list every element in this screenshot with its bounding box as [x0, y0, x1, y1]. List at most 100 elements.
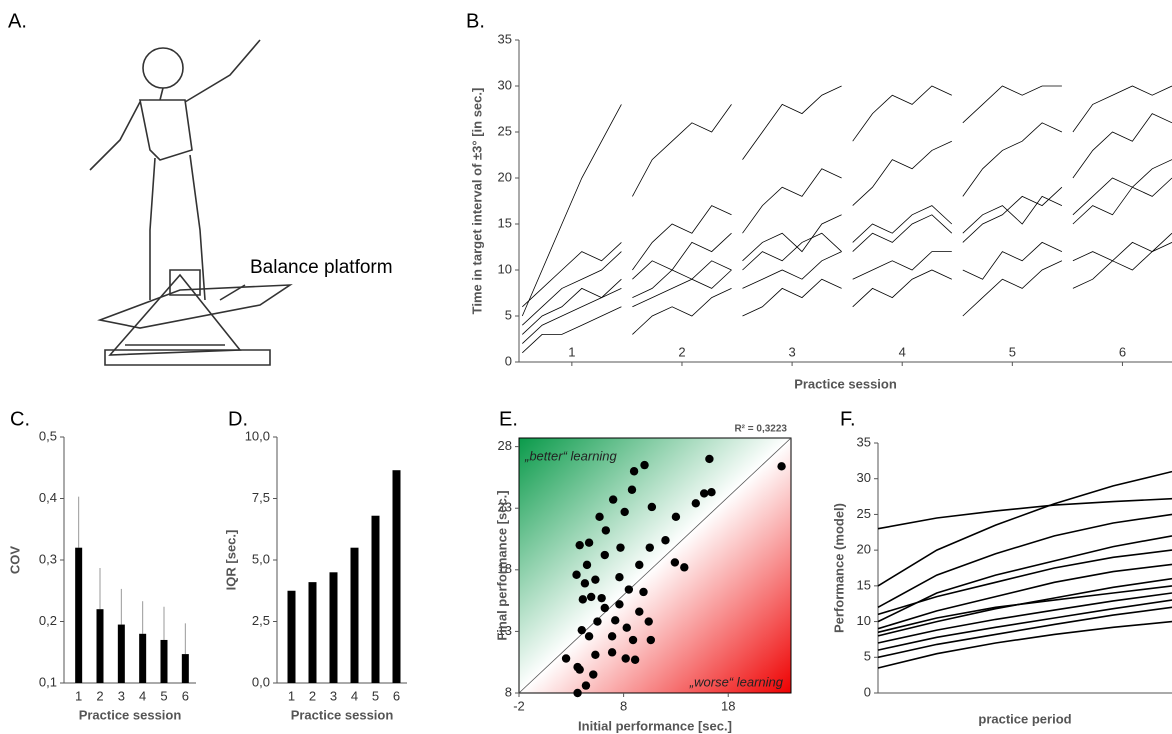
point [578, 595, 588, 604]
y-axis-title: Time in target interval of ±3° [in sec.] [469, 88, 484, 315]
point [584, 632, 594, 641]
point [635, 560, 644, 570]
x-tick-label: 1 [75, 688, 82, 703]
point [561, 654, 571, 663]
y-tick-label: 20 [857, 542, 871, 557]
y-tick-label: 0,3 [39, 551, 57, 566]
line-series [522, 159, 1172, 335]
point [635, 607, 644, 616]
bar [139, 633, 147, 683]
y-tick-label: 10 [498, 261, 512, 276]
x-tick-label: 1 [568, 344, 575, 359]
point [705, 454, 714, 464]
y-tick-label: 30 [857, 470, 871, 485]
point [575, 540, 584, 550]
x-tick-label: 18 [721, 698, 735, 713]
x-tick-label: 4 [899, 344, 906, 359]
point [572, 570, 581, 579]
x-axis-title: Practice session [794, 376, 897, 391]
point [707, 488, 716, 497]
point [616, 543, 625, 552]
y-tick-label: 23 [498, 500, 512, 515]
x-tick-label: 6 [1119, 344, 1126, 359]
point [644, 617, 653, 626]
line-series [521, 85, 1172, 317]
x-tick-label: 2 [96, 688, 103, 703]
y-tick-label: 0,0 [252, 674, 270, 689]
y-tick-label: 13 [498, 623, 512, 638]
y-tick-label: 35 [498, 31, 512, 46]
line-series [522, 177, 1172, 326]
point [622, 623, 631, 632]
bar [117, 624, 125, 683]
y-tick-label: 15 [857, 577, 871, 592]
panel-label: C. [10, 408, 30, 430]
point [639, 587, 648, 597]
line-series [877, 563, 1172, 630]
point [601, 526, 611, 535]
y-tick-label: 0 [864, 684, 871, 699]
y-tick-label: 15 [498, 215, 512, 230]
x-tick-label: 3 [118, 688, 125, 703]
panel-label: B. [466, 10, 485, 32]
line-series [877, 513, 1172, 609]
line-series [877, 599, 1172, 651]
point [627, 485, 637, 494]
line-series [877, 606, 1172, 659]
point [593, 617, 602, 626]
x-tick-label: 3 [788, 344, 795, 359]
bar [75, 547, 83, 683]
panel-label: A. [8, 10, 27, 32]
point [573, 688, 582, 698]
bar [371, 515, 380, 683]
y-tick-label: 0,2 [39, 613, 57, 628]
annotation: „worse“ learning [689, 674, 784, 689]
point [645, 543, 654, 552]
line-series [522, 113, 1172, 308]
x-axis-title: Practice session [79, 707, 182, 722]
line-series [877, 592, 1172, 644]
line-series [877, 549, 1172, 616]
bar [181, 654, 189, 683]
point [628, 635, 638, 645]
panel-label: E. [499, 408, 518, 430]
line-series [877, 585, 1172, 634]
point [621, 654, 630, 663]
point [607, 632, 617, 641]
point [629, 467, 639, 476]
y-axis-title: IQR [sec.] [223, 530, 238, 591]
point [640, 460, 649, 470]
point [577, 625, 586, 635]
y-axis-title: Performance (model) [831, 503, 846, 633]
bar [160, 639, 168, 683]
line-series [522, 242, 1172, 354]
y-axis-title: COV [7, 546, 22, 575]
point [589, 670, 598, 679]
y-tick-label: 28 [498, 438, 512, 453]
y-tick-label: 8 [505, 684, 512, 699]
x-axis-title: Practice session [291, 707, 394, 722]
y-tick-label: 0 [505, 353, 512, 368]
point [647, 502, 657, 512]
x-axis-title: Initial performance [sec.] [578, 718, 732, 733]
illustration-label: Balance platform [250, 257, 393, 278]
y-tick-label: 25 [498, 123, 512, 138]
point [600, 550, 609, 560]
line-series [877, 497, 1172, 530]
bar [308, 582, 317, 683]
x-tick-label: -2 [513, 698, 525, 713]
y-tick-label: 30 [498, 77, 512, 92]
x-tick-label: 4 [351, 688, 358, 703]
r-squared: R² = 0,3223 [734, 424, 787, 435]
x-axis-title: practice period [978, 711, 1071, 726]
point [600, 603, 609, 613]
bar [350, 547, 359, 683]
point [691, 499, 700, 508]
point [620, 507, 629, 517]
point [582, 560, 592, 570]
bar [329, 572, 338, 683]
line-series [877, 470, 1172, 587]
x-tick-label: 3 [330, 688, 337, 703]
bar [392, 470, 401, 683]
x-tick-label: 5 [160, 688, 167, 703]
